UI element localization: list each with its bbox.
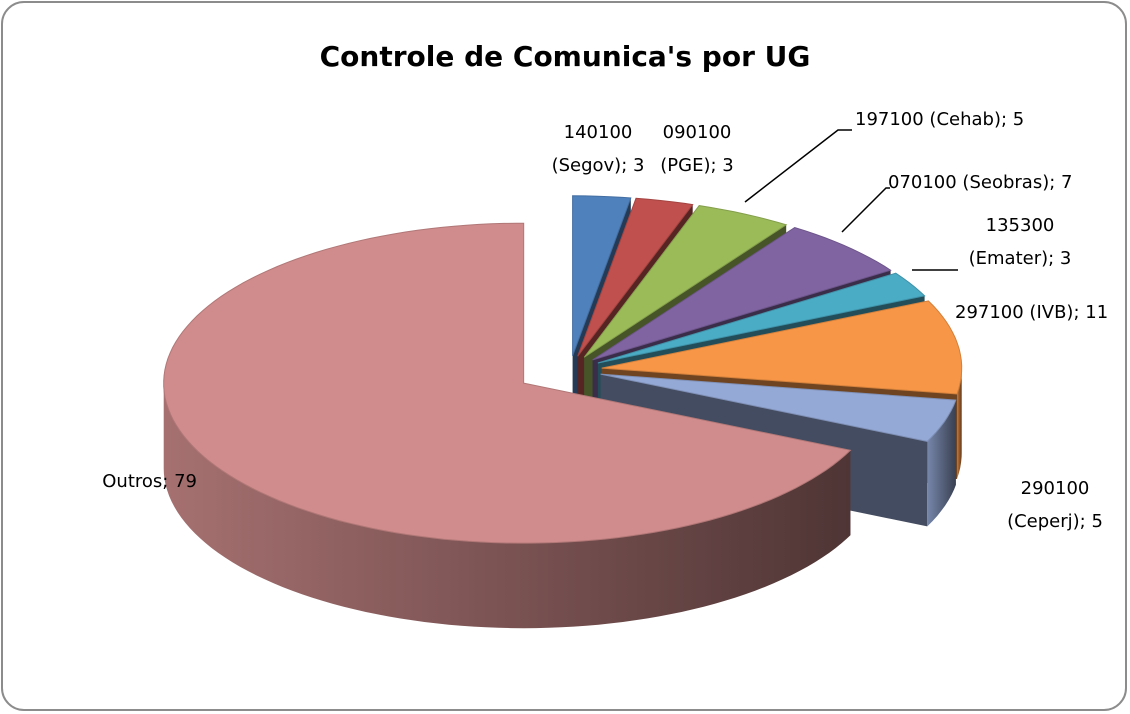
data-label: 197100 (Cehab); 5 bbox=[855, 109, 1024, 130]
slice bbox=[583, 205, 788, 358]
leader-lines bbox=[744, 129, 958, 271]
slice-side bbox=[927, 400, 956, 527]
pie bbox=[163, 195, 963, 629]
chart-title: Controle de Comunica's por UG bbox=[320, 40, 811, 73]
data-label: Outros; 79 bbox=[102, 471, 197, 492]
slice bbox=[597, 272, 926, 364]
data-label: 290100 (Ceperj); 5 bbox=[1007, 478, 1103, 532]
slice bbox=[592, 226, 892, 361]
data-label: 135300 (Emater); 3 bbox=[969, 215, 1072, 269]
data-label: 297100 (IVB); 11 bbox=[955, 302, 1108, 323]
slice bbox=[572, 195, 632, 356]
slice-side bbox=[163, 383, 851, 629]
leader-line bbox=[744, 129, 852, 203]
data-label: 140100 (Segov); 3 bbox=[552, 122, 645, 176]
data-label: 070100 (Seobras); 7 bbox=[888, 172, 1072, 193]
slice bbox=[601, 300, 963, 395]
slice bbox=[600, 373, 957, 442]
slice bbox=[163, 222, 852, 544]
labels: 140100 (Segov); 3 090100 (PGE); 3 197100 (Ce… bbox=[102, 109, 1108, 532]
slice-side bbox=[957, 368, 962, 479]
leader-line bbox=[841, 187, 890, 233]
data-label: 090100 (PGE); 3 bbox=[660, 122, 733, 176]
slice bbox=[577, 197, 694, 357]
